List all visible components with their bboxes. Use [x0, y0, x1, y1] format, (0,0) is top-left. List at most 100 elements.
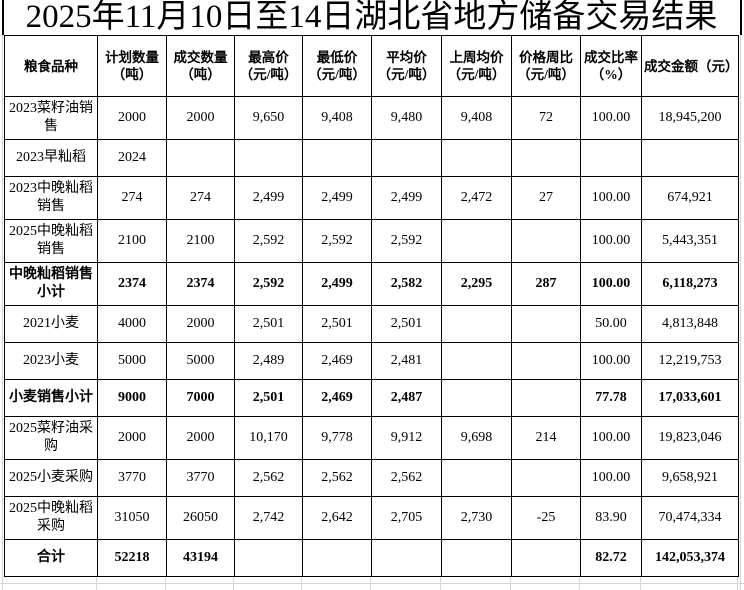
value-cell: [441, 539, 512, 577]
value-cell: 52218: [97, 539, 167, 577]
value-cell: 287: [511, 262, 581, 306]
value-cell: 2,742: [234, 496, 303, 540]
value-cell: [511, 139, 581, 177]
value-cell: 9,650: [234, 96, 303, 140]
column-header-unit: （元/吨）: [239, 67, 298, 82]
table-row: 2025中晚籼稻销售 2100 2100 2,592 2,592 2,592 100.00 5…: [4, 219, 739, 263]
value-cell: 2,499: [302, 176, 372, 220]
value-cell: 2,592: [371, 219, 442, 263]
value-cell: 3770: [166, 459, 235, 497]
value-cell: 2,501: [234, 305, 303, 343]
value-cell: -25: [511, 496, 581, 540]
value-cell: 27: [511, 176, 581, 220]
column-header: 成交数量 （吨）: [166, 35, 235, 97]
value-cell: 2,501: [234, 379, 303, 417]
value-cell: [511, 305, 581, 343]
value-cell: [580, 139, 642, 177]
value-cell: 43194: [166, 539, 235, 577]
value-cell: 82.72: [580, 539, 642, 577]
value-cell: 2,705: [371, 496, 442, 540]
value-cell: 19,823,046: [641, 416, 739, 460]
value-cell: 3770: [97, 459, 167, 497]
table-row: 中晚籼稻销售小计 2374 2374 2,592 2,499 2,582 2,295 287 1…: [4, 262, 739, 306]
table-row: 2025小麦采购 3770 3770 2,562 2,562 2,562 100.00 9,6…: [4, 459, 739, 497]
value-cell: [511, 379, 581, 417]
column-header-unit: （元/吨）: [447, 67, 506, 82]
value-cell: 2,472: [441, 176, 512, 220]
column-header-label: 粮食品种: [24, 58, 78, 74]
column-header-label: 成交数量: [173, 50, 228, 65]
value-cell: 2,489: [234, 342, 303, 380]
value-cell: 674,921: [641, 176, 739, 220]
value-cell: [302, 139, 372, 177]
value-cell: [511, 342, 581, 380]
column-header-unit: （元/吨）: [308, 67, 366, 82]
value-cell: 2,501: [371, 305, 442, 343]
value-cell: 18,945,200: [641, 96, 739, 140]
variety-cell: 2025小麦采购: [4, 459, 98, 497]
value-cell: 9,778: [302, 416, 372, 460]
variety-cell: 小麦销售小计: [4, 379, 98, 417]
value-cell: 9,912: [371, 416, 442, 460]
value-cell: 274: [166, 176, 235, 220]
value-cell: 2,499: [302, 262, 372, 306]
value-cell: [302, 539, 372, 577]
value-cell: 9,658,921: [641, 459, 739, 497]
value-cell: 2000: [97, 96, 167, 140]
value-cell: 2000: [166, 96, 235, 140]
value-cell: [371, 139, 442, 177]
column-header: 上周均价 （元/吨）: [441, 35, 512, 97]
value-cell: 2,592: [234, 219, 303, 263]
value-cell: 100.00: [580, 96, 642, 140]
value-cell: 2,592: [234, 262, 303, 306]
column-header: 粮食品种: [4, 35, 98, 97]
value-cell: 2,481: [371, 342, 442, 380]
title-right-border: [740, 0, 742, 35]
table-row: 2023中晚籼稻销售 274 274 2,499 2,499 2,499 2,472 27 10…: [4, 176, 739, 220]
value-cell: [441, 305, 512, 343]
value-cell: 2,469: [302, 342, 372, 380]
value-cell: [371, 539, 442, 577]
value-cell: 2,469: [302, 379, 372, 417]
value-cell: 214: [511, 416, 581, 460]
table-body: 2023菜籽油销售 2000 2000 9,650 9,408 9,480 9,408 72 1…: [4, 96, 739, 577]
value-cell: 2,499: [371, 176, 442, 220]
value-cell: 26050: [166, 496, 235, 540]
column-header-label: 平均价: [386, 50, 427, 65]
value-cell: 9000: [97, 379, 167, 417]
table-row: 2023早籼稻 2024: [4, 139, 739, 177]
value-cell: 2100: [166, 219, 235, 263]
column-header-label: 成交比率: [584, 50, 638, 65]
value-cell: 2,499: [234, 176, 303, 220]
value-cell: 100.00: [580, 262, 642, 306]
value-cell: 77.78: [580, 379, 642, 417]
value-cell: 100.00: [580, 459, 642, 497]
value-cell: [441, 459, 512, 497]
column-header-label: 价格周比: [519, 50, 573, 65]
header-row: 粮食品种 计划数量 （吨） 成交数量 （吨） 最高价 （元/吨） 最低价 （元/吨） 平均价 （元/…: [4, 35, 739, 97]
variety-cell: 中晚籼稻销售小计: [4, 262, 98, 306]
value-cell: 4000: [97, 305, 167, 343]
column-header-unit: （吨）: [180, 67, 221, 82]
value-cell: 100.00: [580, 219, 642, 263]
value-cell: 100.00: [580, 416, 642, 460]
value-cell: [234, 139, 303, 177]
value-cell: 72: [511, 96, 581, 140]
value-cell: 10,170: [234, 416, 303, 460]
column-header-unit: （%）: [590, 67, 632, 82]
results-table: 粮食品种 计划数量 （吨） 成交数量 （吨） 最高价 （元/吨） 最低价 （元/吨） 平均价 （元/…: [4, 35, 739, 577]
value-cell: 2,487: [371, 379, 442, 417]
table-header: 粮食品种 计划数量 （吨） 成交数量 （吨） 最高价 （元/吨） 最低价 （元/吨） 平均价 （元/…: [4, 35, 739, 97]
value-cell: 5,443,351: [641, 219, 739, 263]
variety-cell: 2021小麦: [4, 305, 98, 343]
gridline: [2, 35, 3, 590]
table-row: 2025中晚籼稻采购 31050 26050 2,742 2,642 2,705 2,730…: [4, 496, 739, 540]
value-cell: 2000: [166, 416, 235, 460]
value-cell: [511, 459, 581, 497]
value-cell: 2,562: [302, 459, 372, 497]
table-row: 2025菜籽油采购 2000 2000 10,170 9,778 9,912 9,698 21…: [4, 416, 739, 460]
value-cell: 2,562: [234, 459, 303, 497]
value-cell: 83.90: [580, 496, 642, 540]
value-cell: [441, 219, 512, 263]
